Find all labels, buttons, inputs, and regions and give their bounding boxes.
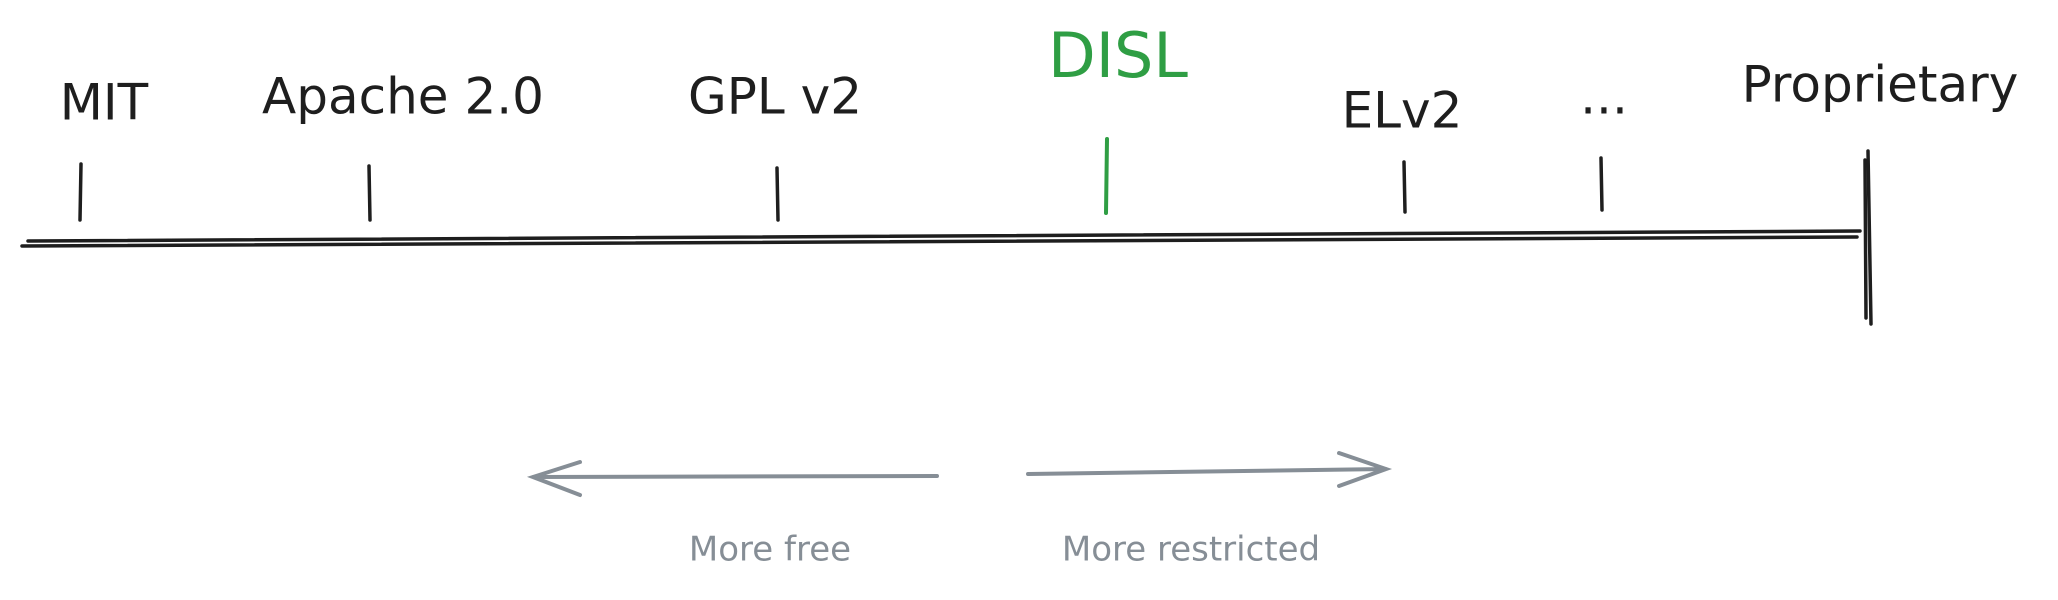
end-tick: [1863, 158, 1868, 320]
tick: [1402, 160, 1407, 214]
license-label: Apache 2.0: [262, 68, 544, 126]
license-label: MIT: [60, 74, 149, 132]
license-label-highlight: DISL: [1048, 19, 1188, 92]
arrow-right: [1026, 451, 1393, 488]
tick: [1599, 156, 1604, 212]
arrow-left: [526, 460, 939, 497]
axis-line: [20, 235, 1859, 248]
tick: [775, 166, 780, 222]
license-label: GPL v2: [688, 68, 862, 126]
license-label: ...: [1580, 68, 1628, 126]
license-label: Proprietary: [1742, 56, 2019, 114]
tick: [78, 162, 83, 222]
tick-highlight: [1104, 137, 1109, 215]
license-label: ELv2: [1342, 82, 1463, 140]
tick: [367, 164, 372, 222]
end-tick: [1866, 149, 1873, 326]
axis-line: [26, 229, 1862, 243]
arrow-label: More free: [689, 530, 851, 570]
arrow-label: More restricted: [1062, 530, 1320, 570]
